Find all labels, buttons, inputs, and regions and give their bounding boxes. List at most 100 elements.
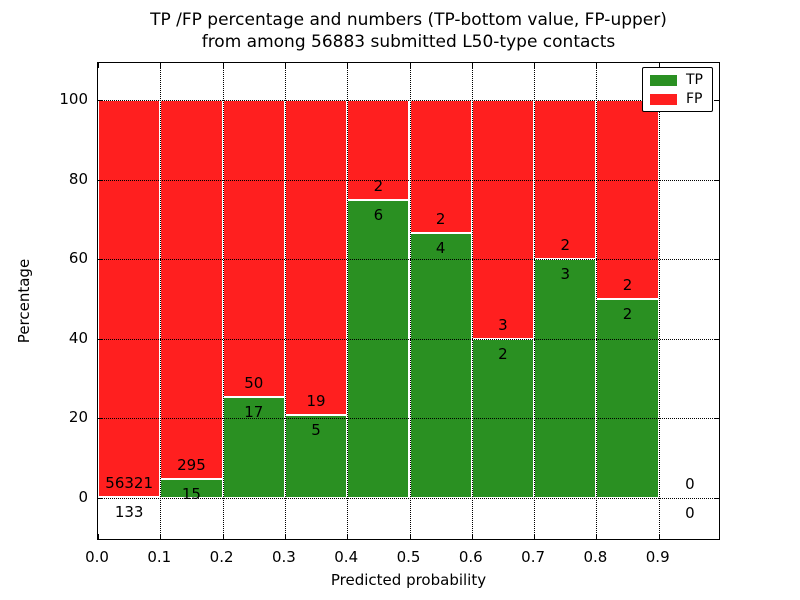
x-tick-label: 0.5 [396, 548, 421, 566]
legend-item-tp: TP [650, 73, 703, 87]
y-tick-mark [98, 418, 103, 420]
x-tick-label: 0.2 [209, 548, 234, 566]
x-tick-mark [347, 63, 349, 68]
fp-count-label: 295 [177, 455, 206, 474]
fp-count-label: 19 [306, 392, 326, 411]
v-gridline [596, 63, 598, 539]
x-tick-mark [160, 63, 162, 68]
y-tick-label: 20 [68, 408, 88, 427]
fp-count-label: 2 [622, 276, 633, 294]
tp-bar-segment [409, 232, 472, 498]
fp-count-label: 2 [560, 236, 571, 255]
fp-bar-segment [534, 100, 597, 260]
v-gridline [160, 63, 162, 539]
x-tick-mark [658, 534, 660, 539]
x-tick-mark [596, 534, 598, 539]
tp-bar-segment [534, 259, 597, 498]
x-tick-mark [658, 63, 660, 68]
chart-title: TP /FP percentage and numbers (TP-bottom… [97, 9, 720, 53]
x-tick-label: 0.7 [521, 548, 546, 566]
x-tick-mark [222, 63, 224, 68]
chart-title-line2: from among 56883 submitted L50-type cont… [201, 32, 616, 52]
fp-swatch-icon [650, 93, 677, 105]
tp-bar-segment [347, 199, 410, 498]
y-tick-mark [714, 498, 719, 500]
x-tick-label: 0.4 [334, 548, 359, 566]
x-tick-mark [534, 534, 536, 539]
fp-count-label: 2 [373, 176, 384, 195]
fp-bar-segment [284, 100, 348, 416]
x-tick-mark [534, 63, 536, 68]
y-tick-label: 80 [68, 169, 88, 188]
x-tick-mark [98, 534, 99, 539]
x-tick-label: 0.3 [271, 548, 296, 566]
legend-item-fp: FP [650, 92, 703, 106]
tp-count-label: 5 [311, 421, 321, 440]
legend-label-tp: TP [686, 72, 703, 88]
x-tick-mark [98, 63, 99, 68]
fp-count-label: 3 [498, 315, 508, 334]
h-gridline [98, 498, 719, 500]
y-tick-mark [98, 338, 103, 340]
x-tick-mark [347, 534, 349, 539]
y-tick-label: 0 [78, 488, 88, 507]
tp-count-label: 2 [498, 344, 508, 363]
x-tick-mark [409, 63, 411, 68]
y-tick-label: 100 [59, 90, 88, 108]
tp-count-label: 2 [622, 305, 633, 323]
x-axis-label: Predicted probability [330, 571, 487, 589]
h-gridline [98, 338, 719, 340]
x-tick-label: 0.6 [458, 548, 483, 566]
y-tick-label: 60 [68, 249, 88, 268]
x-tick-label: 0.0 [85, 548, 109, 566]
x-tick-label: 0.8 [583, 548, 608, 566]
v-gridline [347, 63, 349, 539]
fp-count-label: 2 [435, 209, 446, 228]
y-tick-mark [98, 179, 103, 181]
y-tick-mark [714, 259, 719, 261]
h-gridline [98, 418, 719, 420]
fp-bar-segment [98, 100, 161, 498]
fp-count-label: 0 [685, 475, 695, 494]
h-gridline [98, 179, 719, 181]
x-tick-mark [409, 534, 411, 539]
x-tick-mark [222, 534, 224, 539]
y-tick-mark [714, 338, 719, 340]
y-tick-mark [714, 179, 719, 181]
v-gridline [658, 63, 660, 539]
chart-title-line1: TP /FP percentage and numbers (TP-bottom… [150, 10, 667, 30]
y-tick-mark [98, 498, 103, 500]
x-tick-mark [284, 63, 286, 68]
fp-bar-segment [160, 100, 223, 479]
fp-bar-segment [409, 100, 472, 233]
v-gridline [284, 63, 286, 539]
v-gridline [409, 63, 411, 539]
tp-count-label: 3 [560, 265, 571, 284]
v-gridline [222, 63, 224, 539]
tp-count-label: 6 [373, 205, 384, 224]
fp-count-label: 50 [244, 374, 264, 393]
tp-count-label: 17 [244, 403, 264, 422]
x-tick-mark [160, 534, 162, 539]
fp-bar-segment [471, 100, 535, 339]
fp-bar-segment [222, 100, 285, 398]
y-tick-label: 40 [68, 328, 88, 347]
y-tick-mark [98, 259, 103, 261]
y-tick-mark [98, 100, 103, 101]
h-gridline [98, 100, 719, 101]
x-tick-label: 0.9 [645, 548, 670, 566]
plot-area: 56321 133 295 15 50 17 19 5 2 6 2 4 3 2 2 3 2 2 0 0 TP FP [97, 62, 720, 540]
legend: TP FP [642, 67, 713, 112]
x-tick-mark [596, 63, 598, 68]
x-tick-mark [284, 534, 286, 539]
tp-swatch-icon [650, 74, 677, 86]
legend-label-fp: FP [686, 91, 703, 107]
v-gridline [534, 63, 536, 539]
h-gridline [98, 259, 719, 261]
x-tick-mark [471, 63, 473, 68]
fp-count-label: 56321 [105, 474, 153, 493]
x-tick-label: 0.1 [147, 548, 172, 566]
y-tick-mark [714, 418, 719, 420]
tp-count-label: 15 [181, 484, 201, 503]
